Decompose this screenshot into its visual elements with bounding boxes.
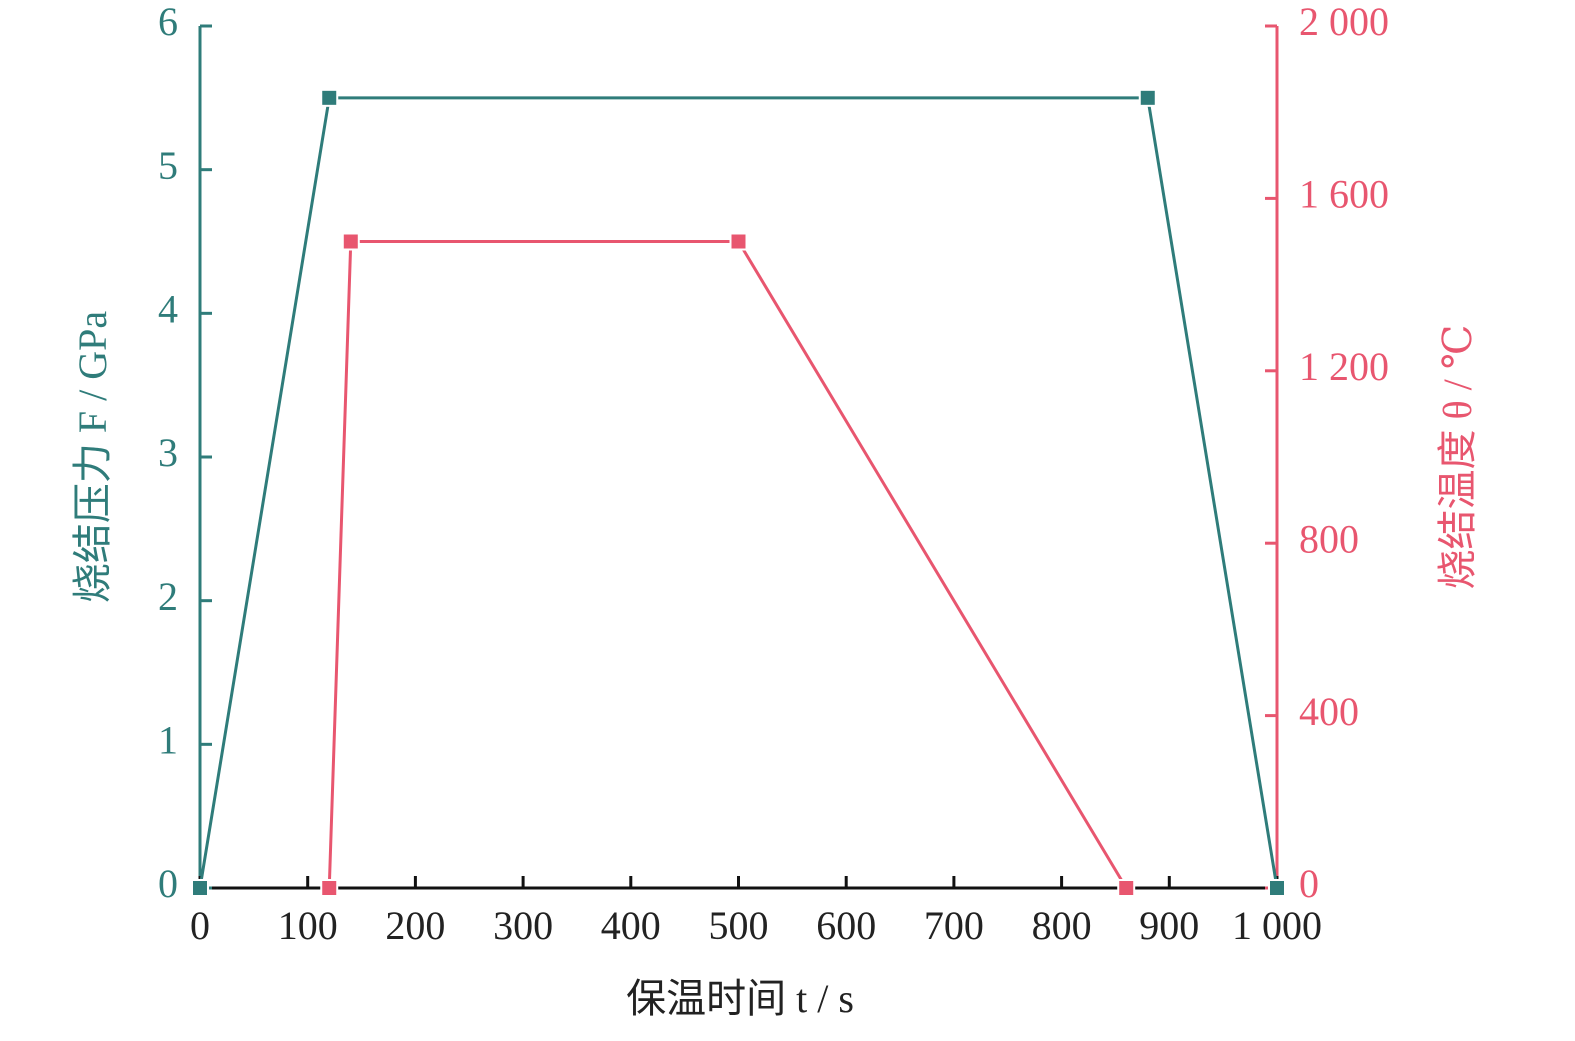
y-tick-label: 3: [158, 430, 178, 475]
marker: [1138, 88, 1157, 107]
y-axis-label: 烧结压力 F / GPa: [70, 311, 115, 603]
y2-tick-label: 1 200: [1299, 344, 1389, 389]
x-tick-label: 500: [709, 903, 769, 948]
x-tick-label: 200: [385, 903, 445, 948]
marker: [320, 88, 339, 107]
marker: [320, 879, 339, 897]
y2-tick-label: 2 000: [1299, 0, 1389, 44]
y-tick-label: 4: [158, 287, 178, 332]
y2-tick-label: 0: [1299, 861, 1319, 906]
marker: [191, 879, 209, 897]
series-line: [327, 240, 1128, 889]
x-axis-label: 保温时间 t / s: [626, 976, 854, 1021]
y-tick-label: 0: [158, 861, 178, 906]
x-tick-label: 0: [190, 903, 210, 948]
x-tick-label: 800: [1032, 903, 1092, 948]
marker: [1268, 879, 1286, 897]
x-tick-label: 100: [278, 903, 338, 948]
x-tick-label: 300: [493, 903, 553, 948]
marker: [729, 232, 748, 251]
x-tick-label: 600: [816, 903, 876, 948]
y2-tick-label: 800: [1299, 516, 1359, 561]
y-tick-label: 2: [158, 574, 178, 619]
x-tick-label: 1 000: [1232, 903, 1322, 948]
y-tick-label: 5: [158, 143, 178, 188]
y2-tick-label: 400: [1299, 689, 1359, 734]
marker: [341, 232, 360, 251]
x-tick-label: 400: [601, 903, 661, 948]
y-tick-label: 6: [158, 0, 178, 44]
x-tick-label: 900: [1139, 903, 1199, 948]
y2-tick-label: 1 600: [1299, 172, 1389, 217]
y2-axis-label: 烧结温度 θ / ℃: [1435, 324, 1480, 589]
series-line: [198, 96, 1279, 889]
y-tick-label: 1: [158, 718, 178, 763]
marker: [1117, 879, 1136, 897]
x-tick-label: 700: [924, 903, 984, 948]
